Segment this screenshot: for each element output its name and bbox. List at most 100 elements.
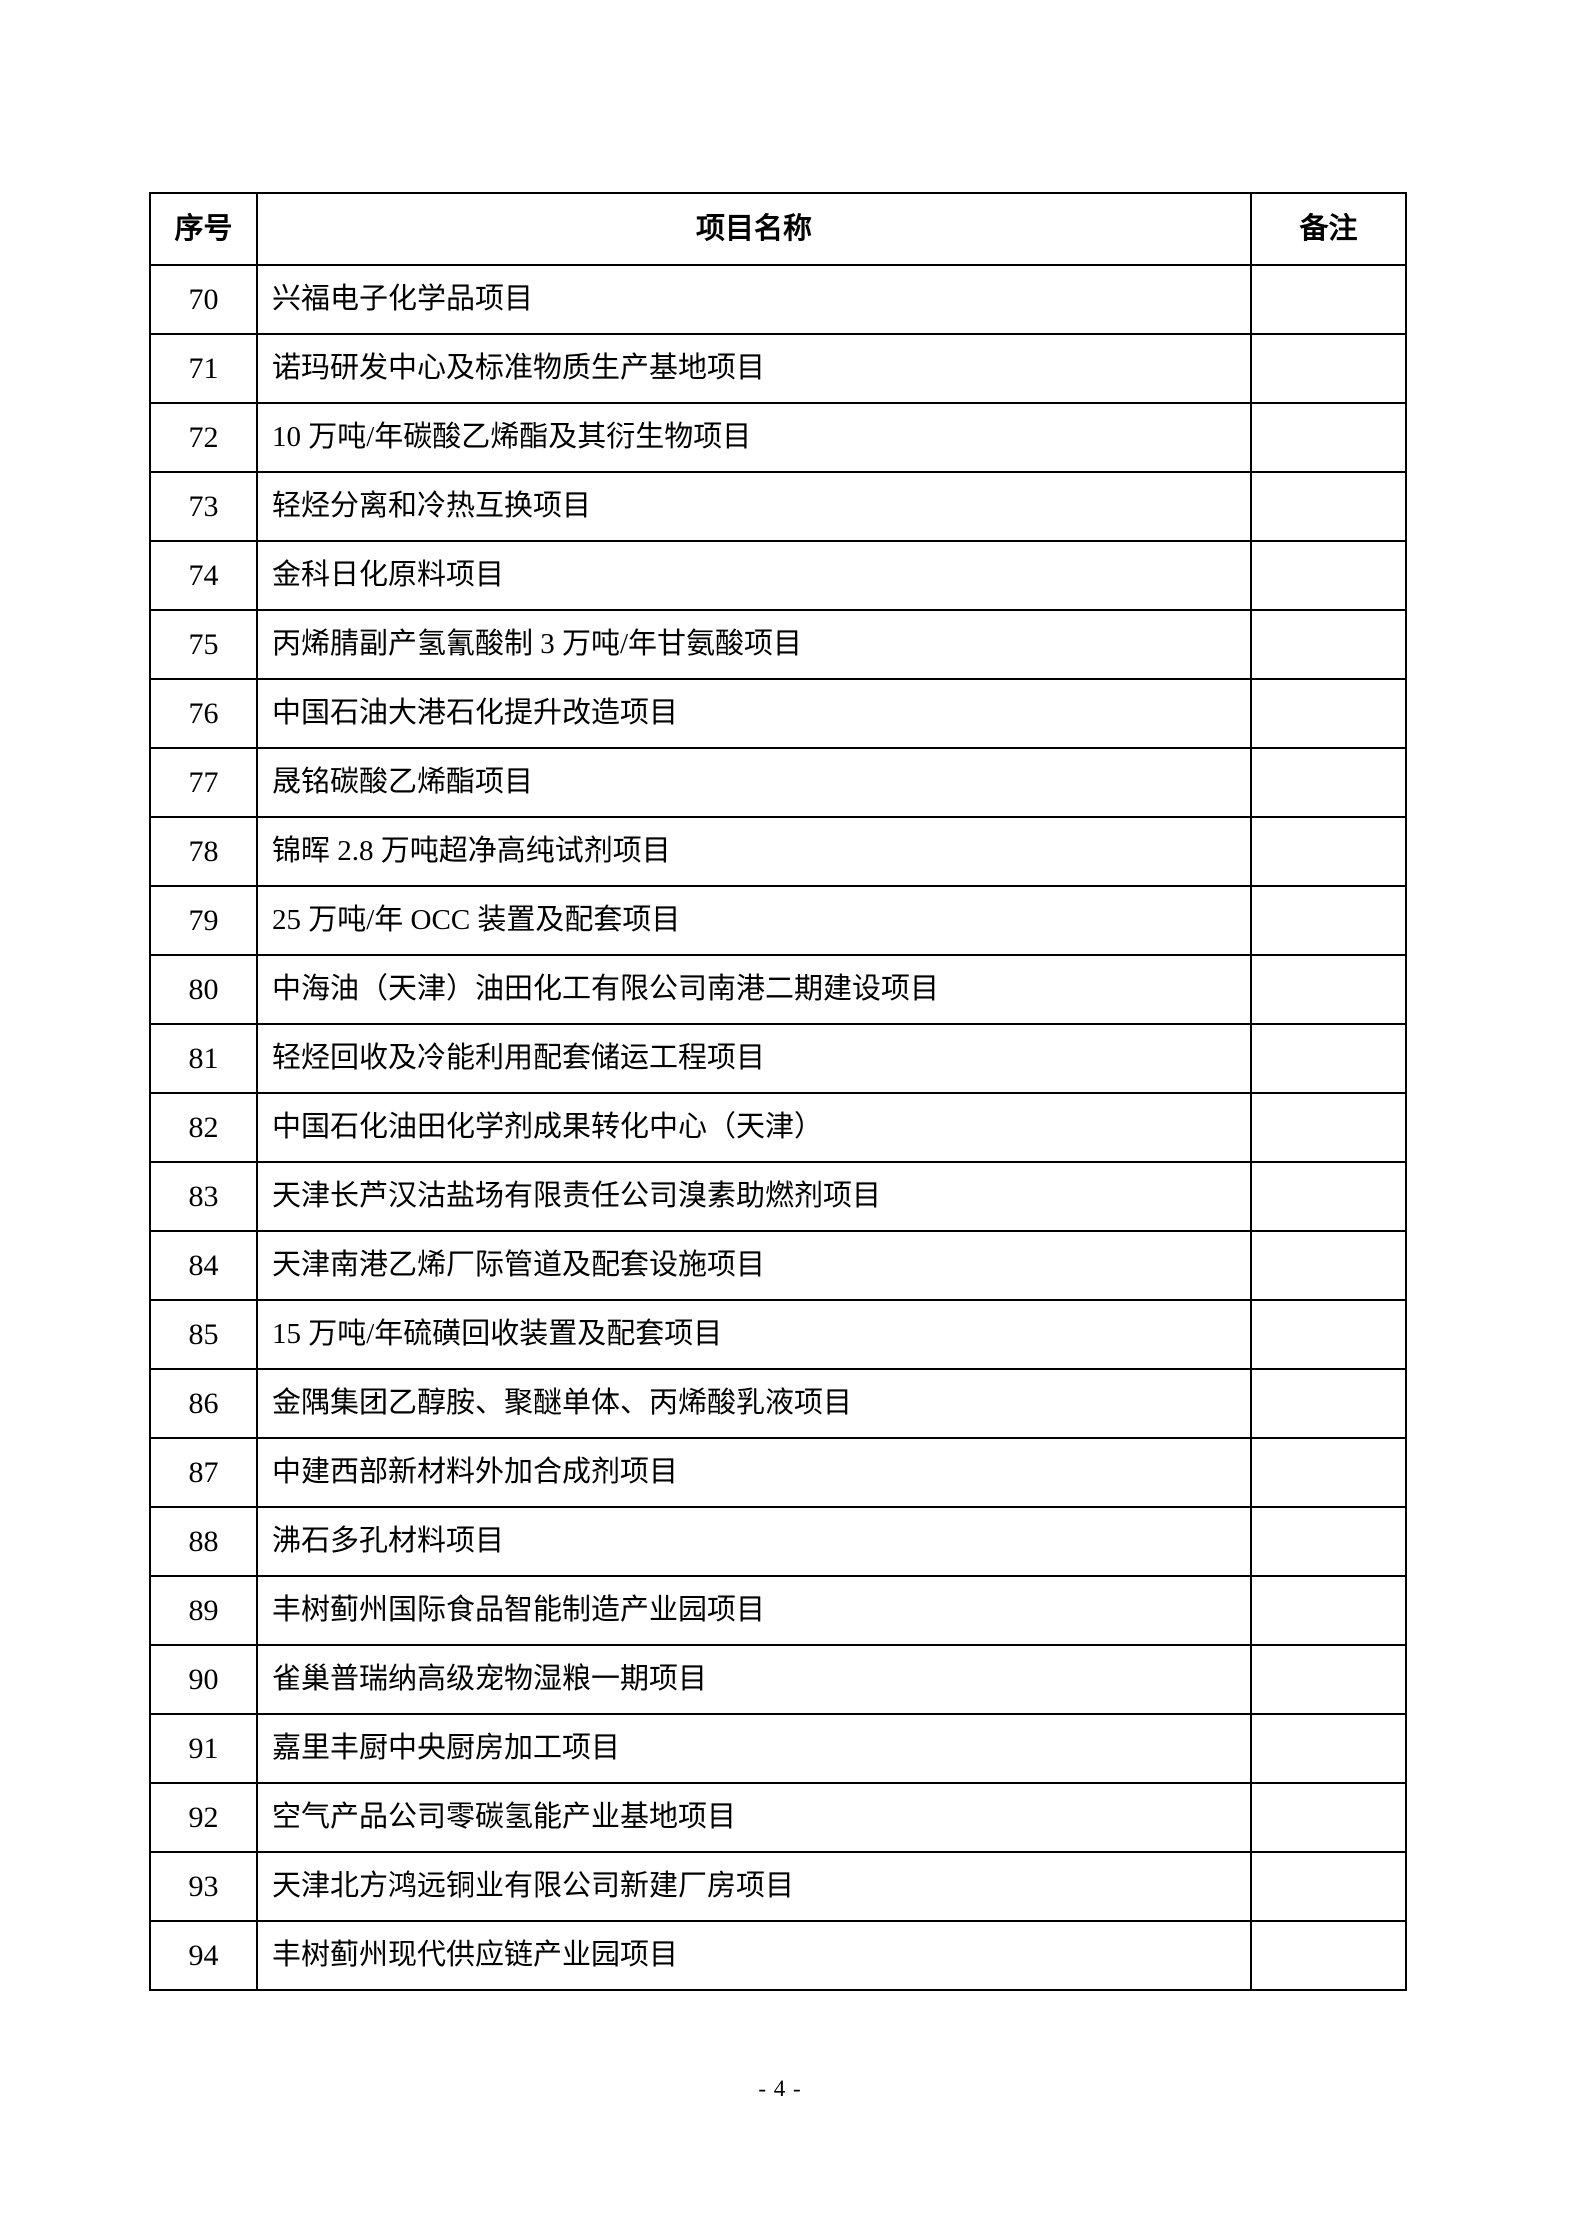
table-row: 94 丰树蓟州现代供应链产业园项目 (149, 1920, 1407, 1991)
table-row: 86 金隅集团乙醇胺、聚醚单体、丙烯酸乳液项目 (149, 1368, 1407, 1439)
table-row: 85 15 万吨/年硫磺回收装置及配套项目 (149, 1299, 1407, 1370)
row-number: 83 (149, 1161, 258, 1232)
row-number: 82 (149, 1092, 258, 1163)
table-row: 76 中国石油大港石化提升改造项目 (149, 678, 1407, 749)
project-name: 诺玛研发中心及标准物质生产基地项目 (256, 333, 1252, 404)
page-number: - 4 - (758, 2076, 802, 2101)
table-row: 88 沸石多孔材料项目 (149, 1506, 1407, 1577)
project-name: 中国石化油田化学剂成果转化中心（天津） (256, 1092, 1252, 1163)
row-number: 75 (149, 609, 258, 680)
remark-cell (1250, 333, 1407, 404)
remark-cell (1250, 609, 1407, 680)
table-row: 75 丙烯腈副产氢氰酸制 3 万吨/年甘氨酸项目 (149, 609, 1407, 680)
row-number: 86 (149, 1368, 258, 1439)
project-name: 轻烃分离和冷热互换项目 (256, 471, 1252, 542)
project-name: 晟铭碳酸乙烯酯项目 (256, 747, 1252, 818)
table-row: 87 中建西部新材料外加合成剂项目 (149, 1437, 1407, 1508)
remark-cell (1250, 1506, 1407, 1577)
row-number: 85 (149, 1299, 258, 1370)
row-number: 71 (149, 333, 258, 404)
remark-cell (1250, 1437, 1407, 1508)
table-row: 78 锦晖 2.8 万吨超净高纯试剂项目 (149, 816, 1407, 887)
remark-cell (1250, 747, 1407, 818)
row-number: 70 (149, 264, 258, 335)
remark-cell (1250, 816, 1407, 887)
table-row: 72 10 万吨/年碳酸乙烯酯及其衍生物项目 (149, 402, 1407, 473)
project-name: 天津北方鸿远铜业有限公司新建厂房项目 (256, 1851, 1252, 1922)
table-row: 92 空气产品公司零碳氢能产业基地项目 (149, 1782, 1407, 1853)
row-number: 76 (149, 678, 258, 749)
row-number: 84 (149, 1230, 258, 1301)
table-row: 83 天津长芦汉沽盐场有限责任公司溴素助燃剂项目 (149, 1161, 1407, 1232)
table-row: 81 轻烃回收及冷能利用配套储运工程项目 (149, 1023, 1407, 1094)
project-name: 丰树蓟州国际食品智能制造产业园项目 (256, 1575, 1252, 1646)
remark-cell (1250, 1644, 1407, 1715)
project-name: 中建西部新材料外加合成剂项目 (256, 1437, 1252, 1508)
table-row: 93 天津北方鸿远铜业有限公司新建厂房项目 (149, 1851, 1407, 1922)
table-row: 84 天津南港乙烯厂际管道及配套设施项目 (149, 1230, 1407, 1301)
remark-cell (1250, 402, 1407, 473)
row-number: 89 (149, 1575, 258, 1646)
table-row: 90 雀巢普瑞纳高级宠物湿粮一期项目 (149, 1644, 1407, 1715)
row-number: 88 (149, 1506, 258, 1577)
project-name: 金科日化原料项目 (256, 540, 1252, 611)
row-number: 78 (149, 816, 258, 887)
remark-cell (1250, 1230, 1407, 1301)
project-name: 10 万吨/年碳酸乙烯酯及其衍生物项目 (256, 402, 1252, 473)
remark-cell (1250, 954, 1407, 1025)
project-name: 中海油（天津）油田化工有限公司南港二期建设项目 (256, 954, 1252, 1025)
project-name: 轻烃回收及冷能利用配套储运工程项目 (256, 1023, 1252, 1094)
project-name: 天津长芦汉沽盐场有限责任公司溴素助燃剂项目 (256, 1161, 1252, 1232)
table-row: 79 25 万吨/年 OCC 装置及配套项目 (149, 885, 1407, 956)
header-project-name: 项目名称 (256, 192, 1252, 266)
project-name: 丰树蓟州现代供应链产业园项目 (256, 1920, 1252, 1991)
project-name: 25 万吨/年 OCC 装置及配套项目 (256, 885, 1252, 956)
remark-cell (1250, 1023, 1407, 1094)
header-remark: 备注 (1250, 192, 1407, 266)
project-name: 沸石多孔材料项目 (256, 1506, 1252, 1577)
row-number: 81 (149, 1023, 258, 1094)
row-number: 80 (149, 954, 258, 1025)
table-row: 91 嘉里丰厨中央厨房加工项目 (149, 1713, 1407, 1784)
table-row: 77 晟铭碳酸乙烯酯项目 (149, 747, 1407, 818)
remark-cell (1250, 678, 1407, 749)
remark-cell (1250, 264, 1407, 335)
project-name: 兴福电子化学品项目 (256, 264, 1252, 335)
row-number: 79 (149, 885, 258, 956)
project-name: 中国石油大港石化提升改造项目 (256, 678, 1252, 749)
remark-cell (1250, 1713, 1407, 1784)
row-number: 92 (149, 1782, 258, 1853)
table-row: 70 兴福电子化学品项目 (149, 264, 1407, 335)
remark-cell (1250, 540, 1407, 611)
row-number: 93 (149, 1851, 258, 1922)
table-row: 74 金科日化原料项目 (149, 540, 1407, 611)
remark-cell (1250, 1575, 1407, 1646)
row-number: 87 (149, 1437, 258, 1508)
header-serial-number: 序号 (149, 192, 258, 266)
table-row: 71 诺玛研发中心及标准物质生产基地项目 (149, 333, 1407, 404)
row-number: 90 (149, 1644, 258, 1715)
remark-cell (1250, 471, 1407, 542)
table-row: 89 丰树蓟州国际食品智能制造产业园项目 (149, 1575, 1407, 1646)
remark-cell (1250, 885, 1407, 956)
project-name: 锦晖 2.8 万吨超净高纯试剂项目 (256, 816, 1252, 887)
project-name: 金隅集团乙醇胺、聚醚单体、丙烯酸乳液项目 (256, 1368, 1252, 1439)
row-number: 77 (149, 747, 258, 818)
table-row: 80 中海油（天津）油田化工有限公司南港二期建设项目 (149, 954, 1407, 1025)
row-number: 91 (149, 1713, 258, 1784)
project-name: 丙烯腈副产氢氰酸制 3 万吨/年甘氨酸项目 (256, 609, 1252, 680)
remark-cell (1250, 1299, 1407, 1370)
project-name: 雀巢普瑞纳高级宠物湿粮一期项目 (256, 1644, 1252, 1715)
project-name: 嘉里丰厨中央厨房加工项目 (256, 1713, 1252, 1784)
remark-cell (1250, 1368, 1407, 1439)
project-list-table: 序号 项目名称 备注 70 兴福电子化学品项目 71 诺玛研发中心及标准物质生产… (149, 192, 1407, 1991)
table-row: 73 轻烃分离和冷热互换项目 (149, 471, 1407, 542)
remark-cell (1250, 1782, 1407, 1853)
table-header-row: 序号 项目名称 备注 (149, 192, 1407, 266)
remark-cell (1250, 1092, 1407, 1163)
row-number: 94 (149, 1920, 258, 1991)
row-number: 72 (149, 402, 258, 473)
row-number: 74 (149, 540, 258, 611)
remark-cell (1250, 1851, 1407, 1922)
